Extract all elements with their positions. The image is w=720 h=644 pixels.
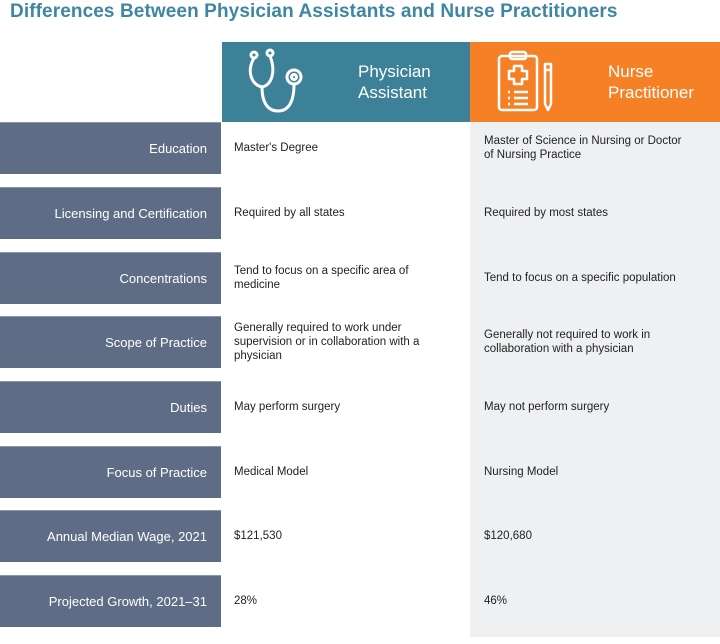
table-row: Licensing and Certification Required by … <box>0 187 720 239</box>
column-label: Nurse Practitioner <box>608 62 694 102</box>
row-label: Licensing and Certification <box>0 187 221 239</box>
table-row: Duties May perform surgery May not perfo… <box>0 381 720 433</box>
nurse-practitioner-value: 46% <box>484 595 508 607</box>
table-row: Projected Growth, 2021–31 28% 46% <box>0 575 720 627</box>
physician-assistant-value: Required by all states <box>234 207 345 219</box>
nurse-practitioner-value: Generally not required to work in collab… <box>484 329 651 355</box>
row-label: Projected Growth, 2021–31 <box>0 575 221 627</box>
physician-assistant-value: $121,530 <box>234 530 282 542</box>
nurse-practitioner-column-bg <box>470 122 720 637</box>
table-row: Focus of Practice Medical Model Nursing … <box>0 446 720 498</box>
physician-assistant-value: Generally required to work under supervi… <box>234 322 420 362</box>
nurse-practitioner-value: $120,680 <box>484 530 532 542</box>
physician-assistant-value: Medical Model <box>234 466 309 478</box>
column-label: Physician Assistant <box>358 62 431 102</box>
table-row: Education Master's Degree Master of Scie… <box>0 122 720 174</box>
header-nurse-practitioner: Nurse Practitioner <box>470 42 720 122</box>
nurse-practitioner-value: Master of Science in Nursing or Doctor o… <box>484 135 682 161</box>
physician-assistant-value: Master's Degree <box>234 142 319 154</box>
physician-assistant-value: 28% <box>234 595 258 607</box>
nurse-practitioner-value: May not perform surgery <box>484 401 610 413</box>
row-label: Education <box>0 122 221 174</box>
row-label: Concentrations <box>0 252 221 304</box>
table-row: Annual Median Wage, 2021 $121,530 $120,6… <box>0 510 720 562</box>
row-label: Annual Median Wage, 2021 <box>0 510 221 562</box>
row-label: Scope of Practice <box>0 316 221 368</box>
nurse-practitioner-value: Nursing Model <box>484 466 559 478</box>
header-physician-assistant: Physician Assistant <box>222 42 470 122</box>
nurse-practitioner-value: Tend to focus on a specific population <box>484 272 676 284</box>
page-title: Differences Between Physician Assistants… <box>10 1 618 22</box>
physician-assistant-value: May perform surgery <box>234 401 341 413</box>
row-label: Focus of Practice <box>0 446 221 498</box>
stethoscope-icon <box>248 48 303 113</box>
clipboard-medical-icon <box>497 50 553 112</box>
table-row: Scope of Practice Generally required to … <box>0 316 720 368</box>
physician-assistant-value: Tend to focus on a specific area of medi… <box>234 265 409 291</box>
table-row: Concentrations Tend to focus on a specif… <box>0 252 720 304</box>
row-label: Duties <box>0 381 221 433</box>
nurse-practitioner-value: Required by most states <box>484 207 609 219</box>
